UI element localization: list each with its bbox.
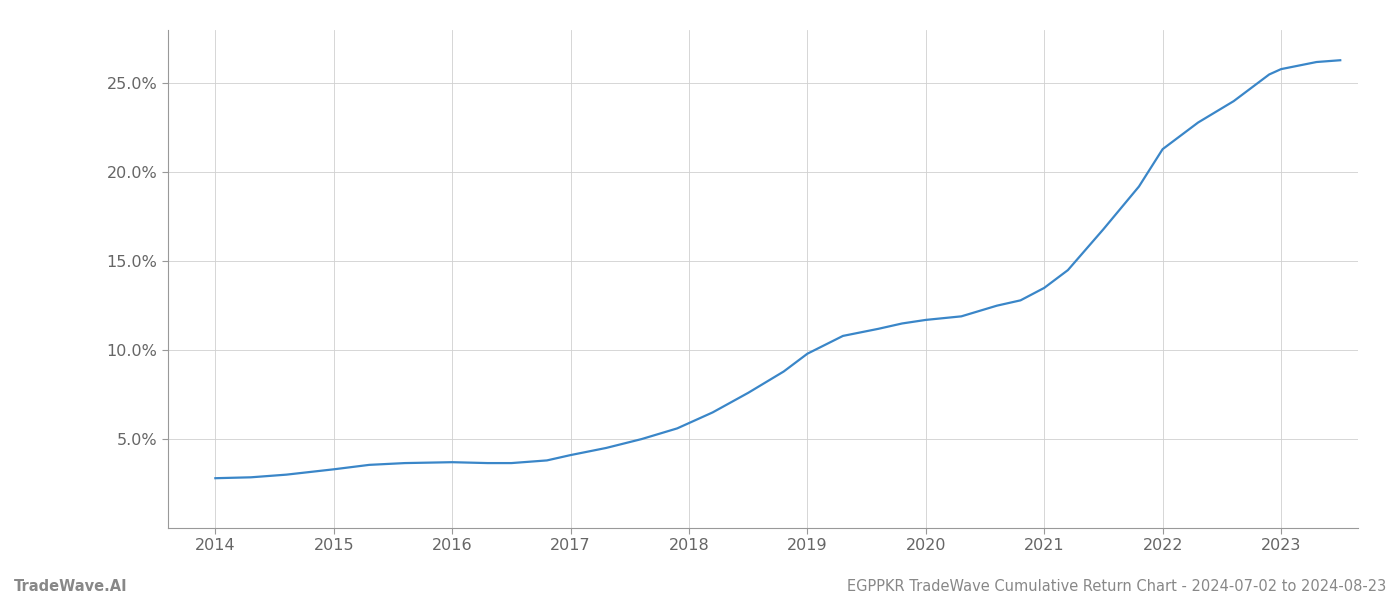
Text: EGPPKR TradeWave Cumulative Return Chart - 2024-07-02 to 2024-08-23: EGPPKR TradeWave Cumulative Return Chart…: [847, 579, 1386, 594]
Text: TradeWave.AI: TradeWave.AI: [14, 579, 127, 594]
